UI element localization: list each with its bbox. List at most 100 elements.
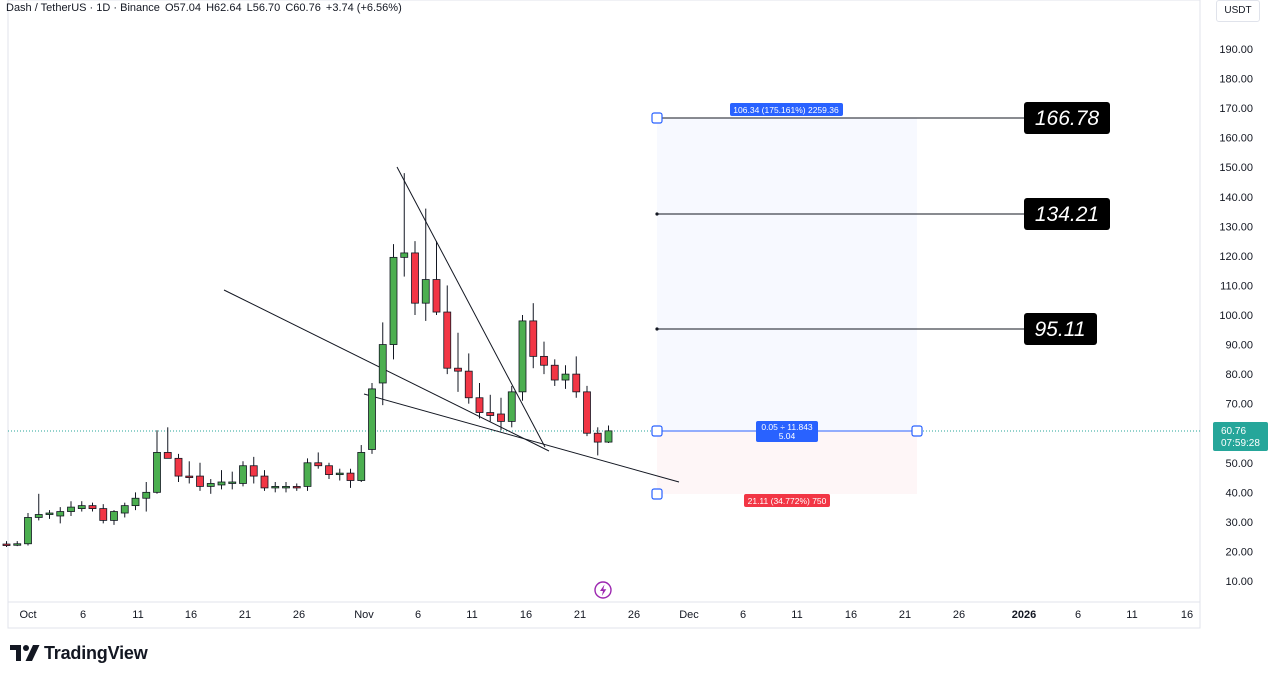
candle[interactable] (421, 208, 430, 321)
x-tick-label: 6 (740, 609, 746, 621)
candle[interactable] (389, 244, 398, 360)
candle[interactable] (153, 430, 161, 494)
candles[interactable] (2, 173, 613, 548)
target-line-134-anchor[interactable] (655, 212, 659, 216)
candle-body (185, 475, 194, 478)
candle[interactable] (99, 504, 108, 524)
candle[interactable] (518, 315, 527, 401)
candle[interactable] (56, 507, 65, 524)
candle[interactable] (88, 502, 97, 512)
candle[interactable] (282, 481, 290, 493)
target-callout-134: 134.21 (1035, 203, 1099, 226)
candle[interactable] (475, 382, 484, 419)
candle[interactable] (550, 359, 559, 386)
x-tick-label: 21 (899, 609, 911, 621)
candle[interactable] (67, 501, 75, 516)
candle[interactable] (217, 470, 226, 490)
candle[interactable] (529, 303, 538, 369)
candle[interactable] (34, 493, 43, 521)
measure-handle-top[interactable] (651, 112, 663, 124)
measure-handle-entry[interactable] (651, 425, 663, 437)
candle[interactable] (464, 353, 473, 404)
candle[interactable] (174, 453, 183, 482)
candle-body (454, 367, 462, 372)
measure-handle-entry-right[interactable] (911, 425, 923, 437)
candle-body (497, 413, 505, 422)
candle[interactable] (249, 456, 258, 484)
x-tick-label: 11 (132, 609, 143, 621)
candle[interactable] (292, 483, 301, 491)
x-tick-label: 26 (293, 609, 305, 621)
candle[interactable] (314, 452, 323, 469)
y-tick-label: 110.00 (1220, 280, 1253, 292)
candle[interactable] (45, 510, 54, 519)
candle[interactable] (593, 427, 602, 456)
candle[interactable] (604, 425, 613, 443)
candle[interactable] (239, 461, 247, 487)
candle[interactable] (497, 397, 505, 431)
candle[interactable] (561, 365, 570, 389)
target-callout-134-box[interactable] (1024, 198, 1110, 230)
lightning-icon[interactable] (594, 581, 612, 599)
candle[interactable] (443, 285, 452, 375)
candle[interactable] (142, 481, 151, 512)
candle[interactable] (228, 471, 237, 490)
candle[interactable] (572, 356, 581, 398)
candle[interactable] (486, 394, 495, 422)
candle[interactable] (411, 241, 419, 315)
x-tick-label: 16 (185, 609, 197, 621)
candle[interactable] (357, 445, 366, 482)
candle-body (292, 486, 301, 489)
target-callout-95-box[interactable] (1024, 313, 1097, 345)
currency-button[interactable]: USDT (1216, 0, 1260, 22)
y-tick-label: 100.00 (1219, 310, 1253, 322)
measure-handle-stop[interactable] (651, 488, 663, 500)
candle[interactable] (271, 481, 280, 493)
candle-body (540, 355, 548, 366)
candle[interactable] (163, 427, 172, 459)
symbol-title[interactable]: Dash / TetherUS · 1D · Binance (6, 2, 160, 14)
candle-body (486, 412, 495, 416)
candle[interactable] (260, 470, 269, 491)
candle[interactable] (303, 458, 312, 491)
trendline-steep[interactable] (396, 166, 546, 448)
candle[interactable] (131, 492, 140, 511)
measure-bottom-label: 21.11 (34.772%) 750 (748, 496, 827, 506)
candle[interactable] (378, 322, 387, 406)
time-axis[interactable]: Oct 6 11 16 21 26 Nov 6 11 16 21 26 Dec 6 11 16 21 26 2026… (19, 609, 1193, 621)
candle-body (174, 457, 183, 477)
candle[interactable] (432, 241, 441, 315)
candle[interactable] (24, 513, 32, 546)
candle[interactable] (335, 468, 344, 481)
x-tick-label: Nov (354, 609, 374, 621)
trendline-lower-long[interactable] (363, 393, 680, 483)
candle[interactable] (185, 461, 194, 484)
candle[interactable] (13, 541, 22, 547)
target-line-95-anchor[interactable] (655, 327, 659, 331)
candle[interactable] (206, 479, 215, 494)
candle[interactable] (196, 462, 204, 491)
candle[interactable] (454, 332, 462, 392)
candle[interactable] (507, 385, 516, 428)
candle[interactable] (120, 502, 129, 518)
price-axis[interactable]: 10.0020.0030.0040.0050.0060.0070.0080.00… (1219, 44, 1253, 588)
candle[interactable] (2, 541, 11, 548)
price-tag-box (1213, 422, 1268, 451)
target-callout-166-box[interactable] (1024, 102, 1110, 134)
candle[interactable] (400, 173, 409, 277)
candle[interactable] (368, 382, 376, 454)
candle-body (34, 514, 43, 518)
candle[interactable] (583, 385, 591, 437)
candle[interactable] (540, 341, 548, 375)
x-tick-label: 16 (520, 609, 532, 621)
candle-body (518, 320, 527, 393)
candle[interactable] (110, 510, 118, 525)
candle[interactable] (77, 501, 86, 512)
candle[interactable] (346, 468, 355, 488)
tradingview-logo[interactable]: TradingView (10, 641, 148, 665)
candle-body (88, 505, 97, 509)
y-tick-label: 10.00 (1225, 576, 1253, 588)
x-tick-label: Oct (19, 609, 36, 621)
candle[interactable] (325, 462, 333, 480)
